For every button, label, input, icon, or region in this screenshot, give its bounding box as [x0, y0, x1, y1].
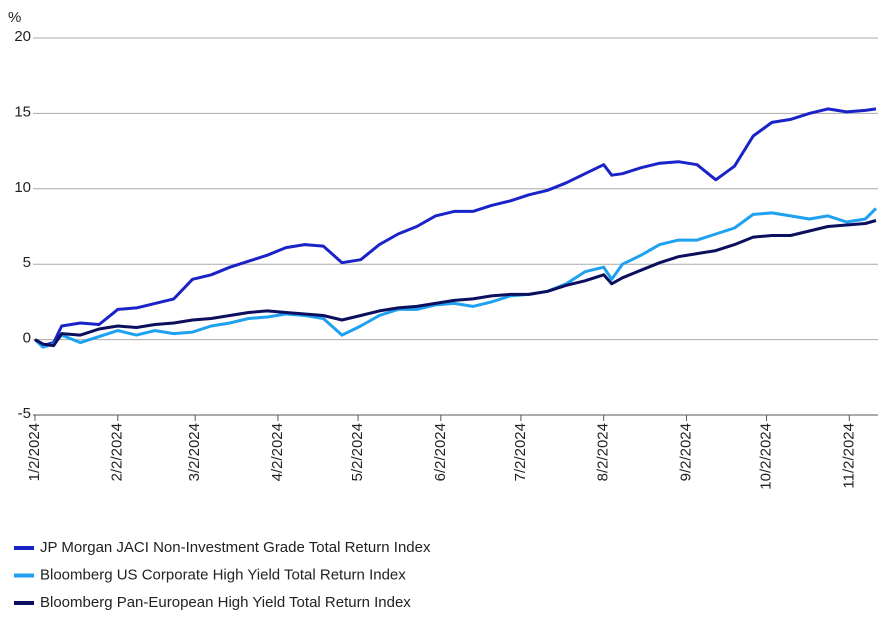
- x-tick-label: 6/2/2024: [432, 423, 449, 481]
- x-tick-label: 10/2/2024: [758, 423, 775, 490]
- series-line: [33, 207, 878, 349]
- x-tick-label: 4/2/2024: [269, 423, 286, 481]
- x-tick-label: 2/2/2024: [109, 423, 126, 481]
- x-tick-label: 9/2/2024: [677, 423, 694, 481]
- y-tick-label: 5: [23, 254, 31, 271]
- series-line: [34, 219, 877, 348]
- x-tick-label: 1/2/2024: [26, 423, 43, 481]
- y-tick-label: 15: [14, 103, 31, 120]
- x-tick-label: 8/2/2024: [595, 423, 612, 481]
- x-tick-label: 5/2/2024: [349, 423, 366, 481]
- x-tick-label: 3/2/2024: [186, 423, 203, 481]
- x-tick-label: 7/2/2024: [512, 423, 529, 481]
- legend-label: JP Morgan JACI Non-Investment Grade Tota…: [40, 539, 431, 556]
- x-tick-label: 11/2/2024: [840, 423, 857, 489]
- y-tick-label: 20: [14, 28, 31, 45]
- y-axis-unit: %: [8, 9, 21, 26]
- y-tick-label: 10: [14, 179, 31, 196]
- series-line: [34, 107, 877, 348]
- legend-label: Bloomberg Pan-European High Yield Total …: [40, 594, 411, 611]
- legend-label: Bloomberg US Corporate High Yield Total …: [40, 566, 406, 583]
- y-tick-label: 0: [23, 330, 31, 347]
- y-tick-label: -5: [18, 405, 31, 422]
